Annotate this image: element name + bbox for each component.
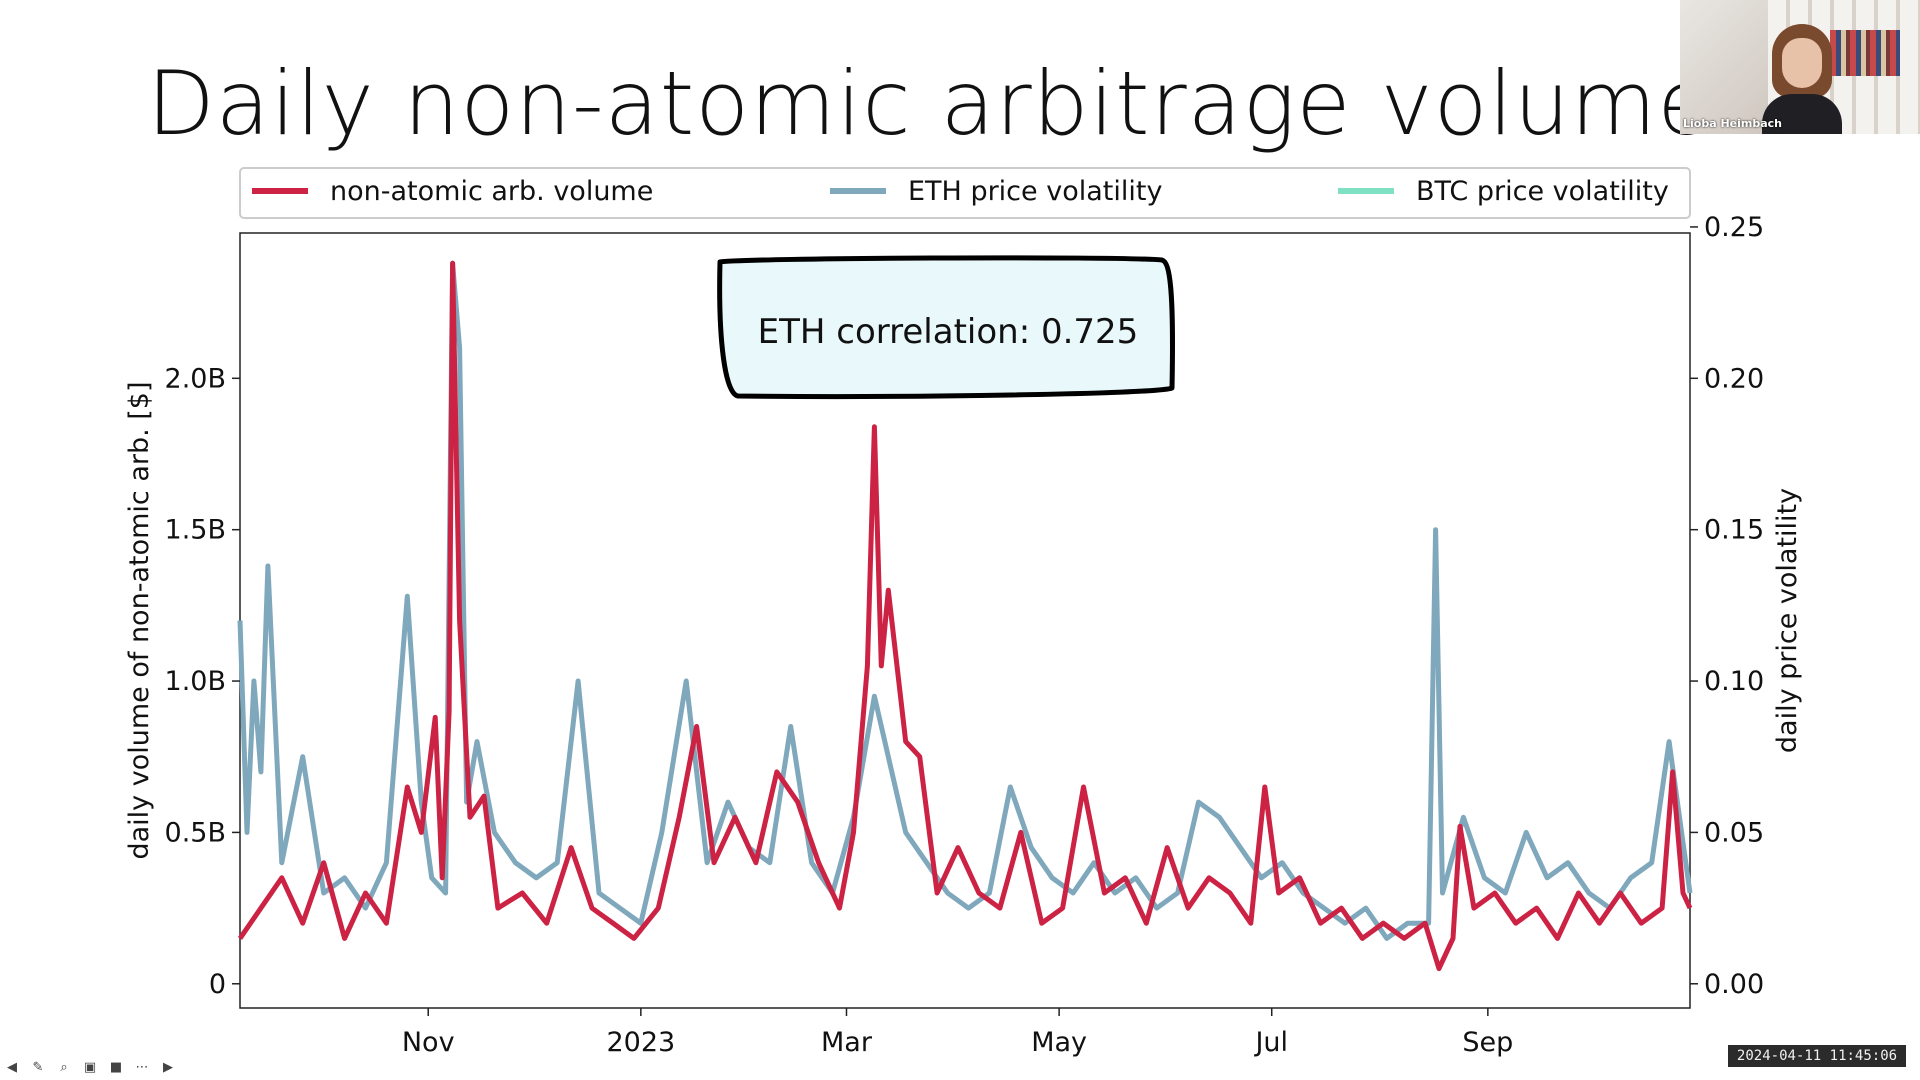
cc-icon[interactable]: ▣ [83, 1059, 97, 1075]
axes-layer: Nov 2023 Mar May Jul Sep 0 0.5B 1.0B 1.5B 2.0B 0.00… [124, 212, 1803, 1058]
zoom-icon[interactable]: ⌕ [60, 1059, 68, 1075]
y-tick-label-0: 0 [209, 969, 226, 1000]
y2-tick-label-1: 0.05 [1704, 817, 1764, 848]
pen-icon[interactable]: ✎ [32, 1059, 44, 1075]
y2-tick-label-5: 0.25 [1704, 212, 1764, 243]
x-tick-label-3: May [1031, 1027, 1087, 1058]
legend-frame [239, 167, 1691, 219]
y2-tick-label-3: 0.15 [1704, 515, 1764, 546]
forward-arrow-icon[interactable]: ▶ [163, 1059, 173, 1075]
x-tick-label-4: Jul [1253, 1027, 1288, 1058]
x-tick-label-1: 2023 [606, 1027, 675, 1058]
books [1830, 30, 1900, 76]
y-tick-label-1: 0.5B [165, 817, 226, 848]
slide-toolbar: ◀ ✎ ⌕ ▣ ■ ⋯ ▶ [2, 1057, 178, 1077]
legend: non-atomic arb. volume ETH price volatili… [239, 167, 1691, 219]
legend-label-1: ETH price volatility [908, 176, 1162, 207]
back-arrow-icon[interactable]: ◀ [7, 1059, 17, 1075]
x-tick-label-5: Sep [1462, 1027, 1513, 1058]
y2-tick-label-0: 0.00 [1704, 969, 1764, 1000]
annotation-box [717, 255, 1176, 400]
timestamp: 2024-04-11 11:45:06 [1728, 1045, 1906, 1067]
series-line-0 [237, 260, 1693, 972]
legend-label-0: non-atomic arb. volume [330, 176, 653, 207]
annotation-layer: ETH correlation: 0.725 [717, 255, 1176, 400]
y-tick-label-3: 1.5B [165, 515, 226, 546]
more-icon[interactable]: ⋯ [135, 1059, 149, 1075]
y-tick-label-4: 2.0B [165, 363, 226, 394]
series-line-1 [237, 260, 1693, 941]
legend-label-2: BTC price volatility [1416, 176, 1669, 207]
series-layer [237, 260, 1693, 972]
y-axis-label: daily volume of non-atomic arb. [$] [124, 381, 155, 859]
y2-tick-label-2: 0.10 [1704, 666, 1764, 697]
annotation-text: ETH correlation: 0.725 [758, 312, 1139, 352]
x-tick-label-0: Nov [402, 1027, 455, 1058]
slide-title: Daily non-atomic arbitrage volume [147, 52, 1713, 155]
webcam-name: Lioba Heimbach [1683, 117, 1783, 130]
presenter [1762, 20, 1842, 134]
camera-icon[interactable]: ■ [109, 1059, 123, 1075]
y-tick-label-2: 1.0B [165, 666, 226, 697]
x-tick-label-2: Mar [821, 1027, 873, 1058]
webcam-feed: Lioba Heimbach [1680, 0, 1920, 134]
y2-tick-label-4: 0.20 [1704, 363, 1764, 394]
y2-axis-label: daily price volatility [1772, 488, 1803, 753]
